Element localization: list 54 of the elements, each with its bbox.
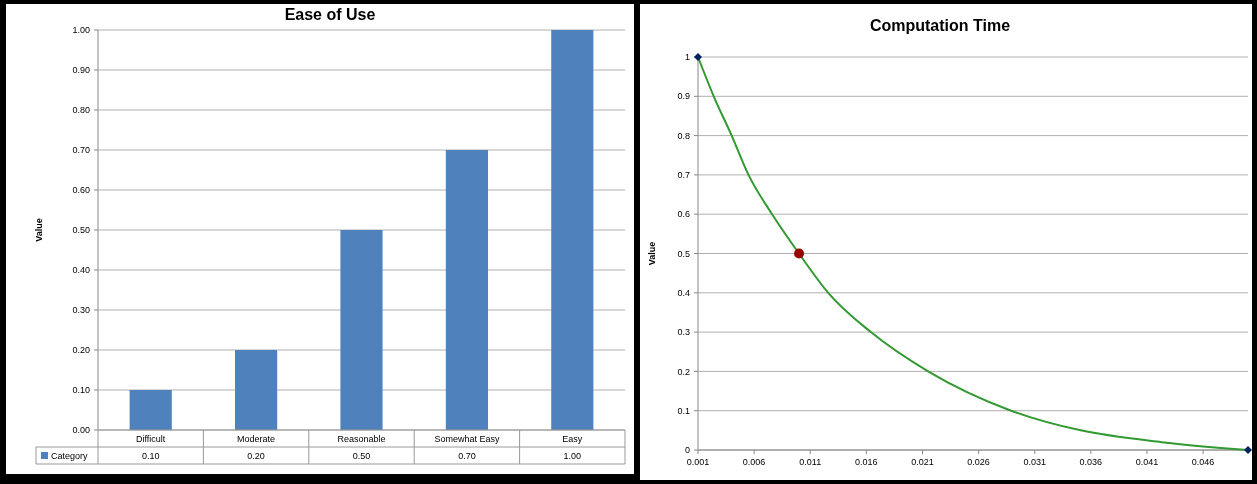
data-label: 1.00 xyxy=(563,450,582,461)
legend-label: Category xyxy=(51,450,89,461)
y-tick-label: 0.3 xyxy=(677,327,690,338)
x-tick-label: 0.016 xyxy=(855,457,878,467)
y-tick-label: 0 xyxy=(684,445,690,456)
x-tick-label: Reasonable xyxy=(337,433,386,444)
bar xyxy=(445,150,488,430)
x-tick-label: Somewhat Easy xyxy=(434,433,500,444)
y-tick-label: 0.30 xyxy=(72,305,90,316)
y-tick-label: 0.10 xyxy=(72,385,90,396)
data-label: 0.20 xyxy=(247,450,265,461)
x-tick-label: 0.006 xyxy=(742,457,766,467)
x-tick-label: Moderate xyxy=(237,433,276,444)
y-tick-label: 0.1 xyxy=(677,405,690,416)
y-axis-title: Value xyxy=(647,241,657,266)
y-tick-label: 0.60 xyxy=(72,185,90,196)
x-tick-label: 0.041 xyxy=(1135,457,1159,467)
y-tick-label: 0.7 xyxy=(677,170,690,181)
y-tick-label: 0.6 xyxy=(677,209,690,220)
data-label: 0.10 xyxy=(141,450,160,461)
x-tick-label: Easy xyxy=(562,433,583,444)
x-tick-label: 0.036 xyxy=(1079,457,1103,467)
y-axis-title: Value xyxy=(34,218,44,242)
y-tick-label: 1.00 xyxy=(72,25,90,36)
y-tick-label: 0.90 xyxy=(72,65,90,76)
y-tick-label: 1 xyxy=(684,52,690,63)
chart-title: Ease of Use xyxy=(284,6,376,23)
point xyxy=(1244,446,1252,454)
x-tick-label: 0.046 xyxy=(1191,457,1215,467)
bar xyxy=(551,30,594,430)
x-tick-label: 0.001 xyxy=(686,457,710,467)
x-tick-label: 0.031 xyxy=(1023,457,1046,467)
x-tick-label: 0.021 xyxy=(911,457,934,467)
y-tick-label: 0.5 xyxy=(677,248,690,259)
point xyxy=(794,248,805,259)
y-tick-label: 0.4 xyxy=(677,287,690,298)
bar xyxy=(129,390,172,430)
chart-title: Computation Time xyxy=(869,17,1011,34)
y-tick-label: 0.8 xyxy=(677,130,690,141)
data-label: 0.50 xyxy=(352,450,371,461)
y-tick-label: 0.40 xyxy=(72,265,90,276)
x-tick-label: 0.026 xyxy=(967,457,990,467)
y-tick-label: 0.70 xyxy=(72,145,90,156)
y-tick-label: 0.20 xyxy=(72,345,90,356)
bar xyxy=(235,350,278,430)
y-tick-label: 0.2 xyxy=(677,366,690,377)
y-tick-label: 0.80 xyxy=(72,105,90,116)
y-tick-label: 0.9 xyxy=(677,91,690,102)
x-tick-label: Difficult xyxy=(136,433,166,444)
data-label: 0.70 xyxy=(458,450,476,461)
y-tick-label: 0.00 xyxy=(72,425,90,436)
bar xyxy=(340,230,383,430)
x-tick-label: 0.011 xyxy=(799,457,822,467)
y-tick-label: 0.50 xyxy=(72,225,90,236)
